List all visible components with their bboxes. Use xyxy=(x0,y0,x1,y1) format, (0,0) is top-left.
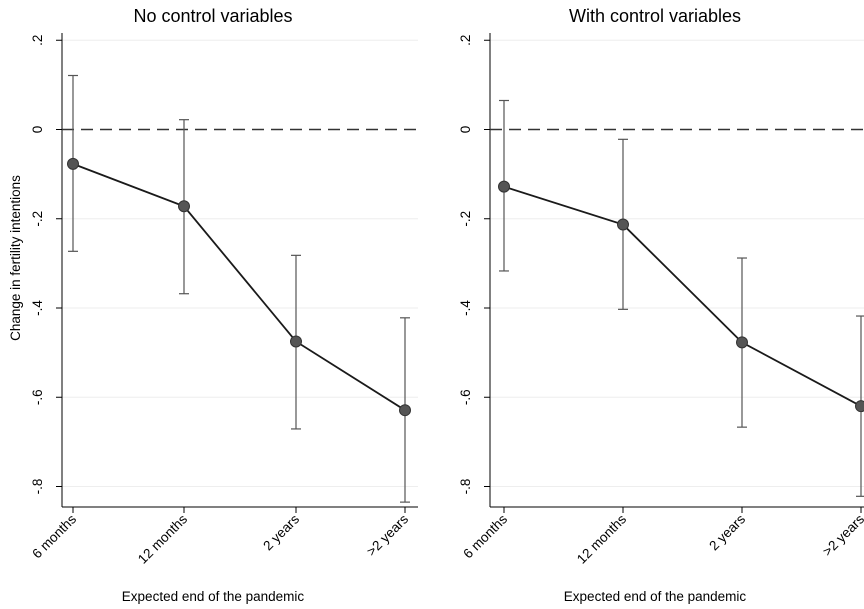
x-axis-title: Expected end of the pandemic xyxy=(122,589,305,604)
data-point xyxy=(736,336,748,349)
x-tick-label: >2 years xyxy=(364,511,412,559)
y-tick-label: 0 xyxy=(30,126,45,134)
data-point xyxy=(498,180,510,193)
y-tick-label: 0 xyxy=(458,126,473,134)
panel-no-controls: .2 0 -.2 -.4 -.6 -.8 6 months 12 months 2 years >… xyxy=(8,6,418,604)
y-tick-label: -.2 xyxy=(458,211,473,227)
panel-with-controls: .2 0 -.2 -.4 -.6 -.8 6 months 12 months 2 years >… xyxy=(458,6,864,604)
x-tick-label: 12 months xyxy=(574,511,629,566)
series-line xyxy=(72,163,406,411)
series-line xyxy=(503,185,862,407)
data-point xyxy=(290,335,302,348)
x-axis-title: Expected end of the pandemic xyxy=(564,589,747,604)
y-tick-label: -.2 xyxy=(30,211,45,227)
x-tick-label: 12 months xyxy=(135,511,190,566)
x-tick-label: >2 years xyxy=(820,511,864,559)
data-point xyxy=(617,218,629,231)
x-tick-label: 2 years xyxy=(260,511,302,553)
x-tick-label: 6 months xyxy=(460,511,510,561)
panel-title: No control variables xyxy=(133,6,292,26)
y-tick-label: -.6 xyxy=(458,389,473,405)
panel-title: With control variables xyxy=(569,6,741,26)
y-tick-label: -.8 xyxy=(458,479,473,495)
data-point xyxy=(855,400,864,413)
x-tick-label: 6 months xyxy=(29,511,79,561)
y-tick-label: -.6 xyxy=(30,389,45,405)
y-tick-label: .2 xyxy=(458,35,473,46)
x-tick-label: 2 years xyxy=(706,511,748,553)
y-tick-label: -.4 xyxy=(30,300,45,316)
y-tick-label: .2 xyxy=(30,35,45,46)
data-point xyxy=(67,157,79,170)
y-tick-label: -.4 xyxy=(458,300,473,316)
data-point xyxy=(399,404,411,417)
data-point xyxy=(178,200,190,213)
y-tick-label: -.8 xyxy=(30,479,45,495)
y-axis-title: Change in fertility intentions xyxy=(8,175,23,341)
